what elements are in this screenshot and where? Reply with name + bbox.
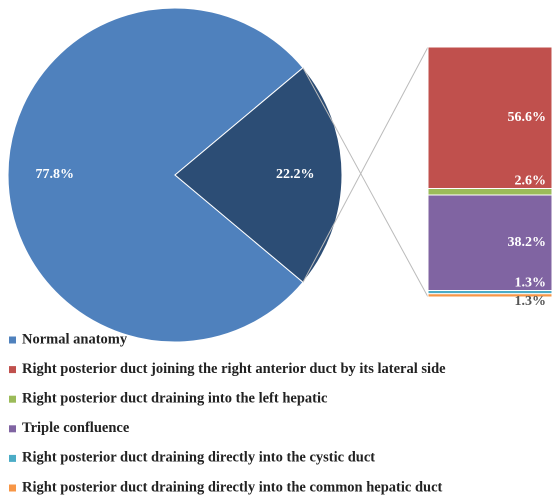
- pie-slice: [174, 67, 343, 283]
- connector: [302, 67, 429, 298]
- legend-swatch: [9, 425, 16, 433]
- legend-label: Right posterior duct draining directly i…: [22, 450, 375, 466]
- connector: [302, 46, 429, 283]
- bar-label: 56.6%: [508, 110, 547, 125]
- legend-swatch: [9, 454, 16, 462]
- bar-label: 1.3%: [515, 294, 547, 309]
- legend-swatch: [9, 484, 16, 492]
- bar-segment: [427, 293, 553, 298]
- pie-slice: [7, 7, 304, 343]
- legend-swatch: [9, 336, 16, 344]
- legend-swatch: [9, 395, 16, 403]
- bar-label: 2.6%: [515, 174, 547, 189]
- bar-segment: [427, 46, 553, 189]
- legend-label: Right posterior duct draining directly i…: [22, 479, 443, 495]
- bar-label: 1.3%: [515, 276, 547, 291]
- bar-segment: [427, 188, 553, 196]
- legend-label: Right posterior duct joining the right a…: [22, 361, 446, 377]
- legend-label: Normal anatomy: [22, 331, 128, 347]
- bar-segment: [427, 194, 553, 291]
- legend-label: Right posterior duct draining into the l…: [22, 391, 328, 407]
- pie-label: 22.2%: [276, 167, 315, 182]
- pie-label: 77.8%: [36, 167, 75, 182]
- legend-label: Triple confluence: [22, 420, 130, 436]
- legend-swatch: [9, 366, 16, 374]
- bar-label: 38.2%: [508, 235, 547, 250]
